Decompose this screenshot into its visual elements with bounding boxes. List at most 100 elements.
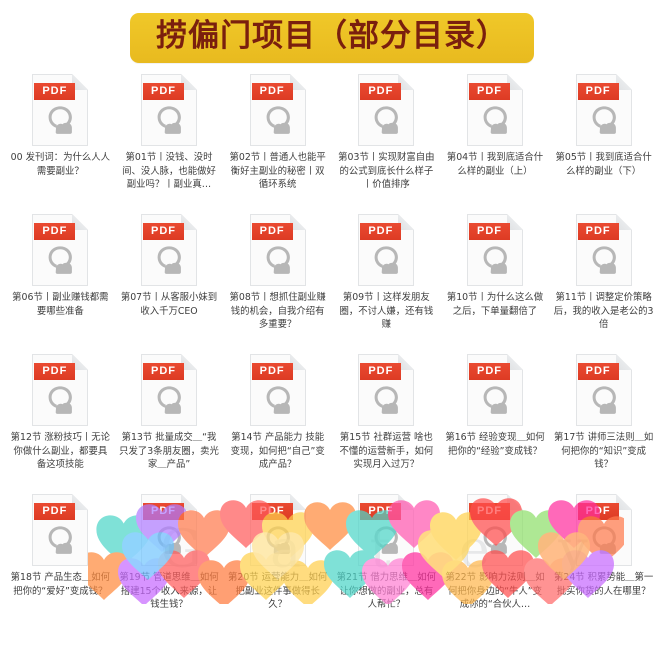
pdf-badge: PDF — [468, 363, 510, 380]
qq-logo-icon — [263, 385, 294, 416]
pdf-file-icon[interactable]: PDF — [466, 354, 523, 426]
pdf-badge: PDF — [360, 223, 402, 240]
pdf-file-icon[interactable]: PDF — [575, 214, 632, 286]
pdf-item[interactable]: PDF 00 发刊词：为什么人人需要副业？ — [6, 72, 115, 212]
pdf-item[interactable]: PDF 第11节丨调整定价策略后，我的收入是老公的3倍 — [549, 212, 658, 352]
pdf-item-title: 第24节 积累势能＿第一批买你货的人在哪里？ — [554, 572, 654, 597]
pdf-item-title: 第06节丨副业赚钱都需要哪些准备 — [12, 292, 109, 317]
qq-logo-icon — [589, 385, 620, 416]
pdf-file-icon[interactable]: PDF — [466, 214, 523, 286]
qq-logo-icon — [154, 385, 185, 416]
pdf-badge: PDF — [34, 363, 76, 380]
pdf-item-title: 第09节丨这样发朋友圈，不讨人嫌，还有钱赚 — [339, 292, 434, 331]
pdf-item-title: 00 发刊词：为什么人人需要副业？ — [10, 152, 110, 177]
pdf-item[interactable]: PDF 第15节 社群运营 啥也不懂的运营新手，如何实现月入过万？ — [332, 352, 441, 492]
pdf-badge: PDF — [251, 83, 293, 100]
pdf-badge: PDF — [468, 223, 510, 240]
pdf-item[interactable]: PDF 第20节 运营能力＿如何把副业这件事做得长久？ — [223, 492, 332, 632]
pdf-badge: PDF — [577, 363, 619, 380]
pdf-badge: PDF — [468, 83, 510, 100]
title-banner-wrapper: 捞偏门项目（部分目录） — [0, 0, 664, 72]
pdf-item[interactable]: PDF 第07节丨从客服小妹到收入千万CEO — [115, 212, 224, 352]
pdf-item[interactable]: PDF 第12节 涨粉技巧丨无论你做什么副业，都要具备这项技能 — [6, 352, 115, 492]
pdf-item[interactable]: PDF 第16节 经验变现＿如何把你的“经验”变成钱？ — [441, 352, 550, 492]
pdf-file-icon[interactable]: PDF — [249, 214, 306, 286]
pdf-item-title: 第18节 产品生态＿如何把你的“爱好”变成钱？ — [10, 572, 110, 597]
pdf-file-icon[interactable]: PDF — [358, 214, 415, 286]
pdf-item-title: 第19节 管道思维＿如何搭建15个收入来源，让钱生钱？ — [119, 572, 219, 611]
pdf-badge: PDF — [577, 83, 619, 100]
pdf-file-icon[interactable]: PDF — [249, 494, 306, 566]
pdf-badge: PDF — [360, 503, 402, 520]
pdf-item-title: 第14节 产品能力 技能变现，如何把“自己”变成产品？ — [230, 432, 325, 471]
pdf-item[interactable]: PDF 第19节 管道思维＿如何搭建15个收入来源，让钱生钱？ — [115, 492, 224, 632]
qq-logo-icon — [263, 245, 294, 276]
pdf-item-title: 第12节 涨粉技巧丨无论你做什么副业，都要具备这项技能 — [10, 432, 110, 471]
pdf-item-title: 第07节丨从客服小妹到收入千万CEO — [120, 292, 218, 317]
pdf-item[interactable]: PDF 第09节丨这样发朋友圈，不讨人嫌，还有钱赚 — [332, 212, 441, 352]
pdf-file-icon[interactable]: PDF — [249, 74, 306, 146]
pdf-badge: PDF — [360, 363, 402, 380]
pdf-file-icon[interactable]: PDF — [575, 494, 632, 566]
pdf-item[interactable]: PDF 第13节 批量成交＿“我只发了3条朋友圈，卖光家＿产品” — [115, 352, 224, 492]
pdf-file-icon[interactable]: PDF — [575, 74, 632, 146]
pdf-item[interactable]: PDF 第03节丨实现财富自由的公式到底长什么样子丨价值排序 — [332, 72, 441, 212]
pdf-file-icon[interactable]: PDF — [249, 354, 306, 426]
pdf-file-icon[interactable]: PDF — [358, 354, 415, 426]
pdf-file-icon[interactable]: PDF — [575, 354, 632, 426]
pdf-item-title: 第05节丨我到底适合什么样的副业（下） — [555, 152, 652, 177]
pdf-item[interactable]: PDF 第04节丨我到底适合什么样的副业（上） — [441, 72, 550, 212]
pdf-item[interactable]: PDF 第21节 借力思维＿如何让你想做的副业，总有人帮忙？ — [332, 492, 441, 632]
pdf-file-icon[interactable]: PDF — [32, 494, 89, 566]
qq-logo-icon — [589, 525, 620, 556]
qq-logo-icon — [154, 525, 185, 556]
qq-logo-icon — [154, 105, 185, 136]
pdf-file-icon[interactable]: PDF — [140, 214, 197, 286]
pdf-item-title: 第15节 社群运营 啥也不懂的运营新手，如何实现月入过万？ — [339, 432, 434, 471]
pdf-file-icon[interactable]: PDF — [140, 354, 197, 426]
pdf-item[interactable]: PDF 第14节 产品能力 技能变现，如何把“自己”变成产品？ — [223, 352, 332, 492]
title-banner: 捞偏门项目（部分目录） — [130, 13, 534, 63]
pdf-badge: PDF — [577, 503, 619, 520]
pdf-item[interactable]: PDF 第08节丨想抓住副业赚钱的机会，自我介绍有多重要？ — [223, 212, 332, 352]
pdf-item-title: 第13节 批量成交＿“我只发了3条朋友圈，卖光家＿产品” — [119, 432, 219, 471]
pdf-badge: PDF — [34, 223, 76, 240]
pdf-file-icon[interactable]: PDF — [32, 354, 89, 426]
pdf-file-icon[interactable]: PDF — [358, 74, 415, 146]
pdf-file-icon[interactable]: PDF — [32, 214, 89, 286]
pdf-item[interactable]: PDF 第18节 产品生态＿如何把你的“爱好”变成钱？ — [6, 492, 115, 632]
qq-logo-icon — [45, 245, 76, 276]
pdf-file-icon[interactable]: PDF — [358, 494, 415, 566]
pdf-item-title: 第10节丨为什么这么做之后，下单量翻倍了 — [446, 292, 544, 317]
pdf-file-icon[interactable]: PDF — [32, 74, 89, 146]
pdf-item[interactable]: PDF 第17节 讲师三法则＿如何把你的“知识”变成钱？ — [549, 352, 658, 492]
pdf-badge: PDF — [142, 223, 184, 240]
pdf-item-title: 第01节丨没钱、没时间、没人脉，也能做好副业吗？丨副业真… — [122, 152, 216, 191]
qq-logo-icon — [45, 525, 76, 556]
pdf-item[interactable]: PDF 第06节丨副业赚钱都需要哪些准备 — [6, 212, 115, 352]
pdf-item[interactable]: PDF 第01节丨没钱、没时间、没人脉，也能做好副业吗？丨副业真… — [115, 72, 224, 212]
pdf-item[interactable]: PDF 第02节丨普通人也能平衡好主副业的秘密丨双循环系统 — [223, 72, 332, 212]
pdf-item[interactable]: PDF 第24节 积累势能＿第一批买你货的人在哪里？ — [549, 492, 658, 632]
qq-logo-icon — [263, 525, 294, 556]
pdf-item-title: 第11节丨调整定价策略后，我的收入是老公的3倍 — [553, 292, 654, 331]
qq-logo-icon — [480, 525, 511, 556]
pdf-file-icon[interactable]: PDF — [466, 74, 523, 146]
qq-logo-icon — [154, 245, 185, 276]
pdf-file-icon[interactable]: PDF — [140, 74, 197, 146]
pdf-file-icon[interactable]: PDF — [466, 494, 523, 566]
pdf-item-title: 第16节 经验变现＿如何把你的“经验”变成钱？ — [445, 432, 545, 457]
pdf-item-title: 第21节 借力思维＿如何让你想做的副业，总有人帮忙？ — [336, 572, 436, 611]
qq-logo-icon — [371, 245, 402, 276]
pdf-item[interactable]: PDF 第05节丨我到底适合什么样的副业（下） — [549, 72, 658, 212]
qq-logo-icon — [480, 385, 511, 416]
page-title: 捞偏门项目（部分目录） — [156, 18, 508, 55]
qq-logo-icon — [589, 105, 620, 136]
pdf-item[interactable]: PDF 第10节丨为什么这么做之后，下单量翻倍了 — [441, 212, 550, 352]
pdf-grid: PDF 00 发刊词：为什么人人需要副业？ PDF 第01节丨没钱、没时间、没人脉，也… — [0, 72, 664, 632]
pdf-item[interactable]: PDF 第22节 影响力法则＿如何把你身边的“牛人”变成你的“合伙人… — [441, 492, 550, 632]
pdf-item-title: 第04节丨我到底适合什么样的副业（上） — [446, 152, 544, 177]
pdf-badge: PDF — [142, 503, 184, 520]
pdf-badge: PDF — [251, 363, 293, 380]
pdf-file-icon[interactable]: PDF — [140, 494, 197, 566]
